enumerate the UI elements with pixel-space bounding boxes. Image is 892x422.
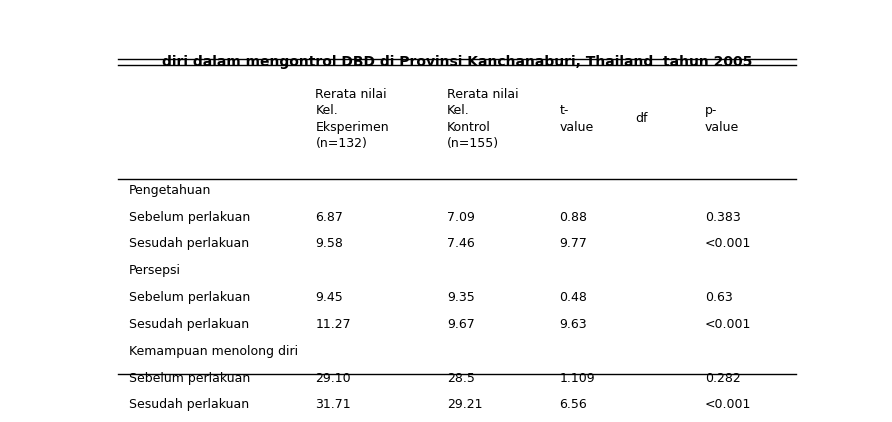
Text: Sebelum perlakuan: Sebelum perlakuan: [128, 371, 250, 384]
Text: 11.27: 11.27: [316, 318, 351, 331]
Text: 29.21: 29.21: [447, 398, 483, 411]
Text: 0.48: 0.48: [559, 291, 587, 304]
Text: <0.001: <0.001: [705, 318, 751, 331]
Text: 6.87: 6.87: [316, 211, 343, 224]
Text: 31.71: 31.71: [316, 398, 351, 411]
Text: Kemampuan menolong diri: Kemampuan menolong diri: [128, 345, 298, 358]
Text: diri dalam mengontrol DBD di Provinsi Kanchanaburi, Thailand  tahun 2005: diri dalam mengontrol DBD di Provinsi Ka…: [162, 55, 752, 69]
Text: 0.88: 0.88: [559, 211, 588, 224]
Text: 9.35: 9.35: [447, 291, 475, 304]
Text: Sesudah perlakuan: Sesudah perlakuan: [128, 238, 249, 251]
Text: Rerata nilai
Kel.
Kontrol
(n=155): Rerata nilai Kel. Kontrol (n=155): [447, 88, 518, 150]
Text: Sesudah perlakuan: Sesudah perlakuan: [128, 398, 249, 411]
Text: 9.67: 9.67: [447, 318, 475, 331]
Text: 0.383: 0.383: [705, 211, 740, 224]
Text: Sebelum perlakuan: Sebelum perlakuan: [128, 291, 250, 304]
Text: Rerata nilai
Kel.
Eksperimen
(n=132): Rerata nilai Kel. Eksperimen (n=132): [316, 88, 389, 150]
Text: df: df: [635, 112, 648, 125]
Text: Persepsi: Persepsi: [128, 264, 181, 277]
Text: 0.282: 0.282: [705, 371, 740, 384]
Text: Sesudah perlakuan: Sesudah perlakuan: [128, 318, 249, 331]
Text: 9.63: 9.63: [559, 318, 587, 331]
Text: 9.58: 9.58: [316, 238, 343, 251]
Text: 9.45: 9.45: [316, 291, 343, 304]
Text: Sebelum perlakuan: Sebelum perlakuan: [128, 211, 250, 224]
Text: 29.10: 29.10: [316, 371, 351, 384]
Text: 7.09: 7.09: [447, 211, 475, 224]
Text: 28.5: 28.5: [447, 371, 475, 384]
Text: 0.63: 0.63: [705, 291, 732, 304]
Text: Pengetahuan: Pengetahuan: [128, 184, 211, 197]
Text: <0.001: <0.001: [705, 398, 751, 411]
Text: 7.46: 7.46: [447, 238, 475, 251]
Text: 6.56: 6.56: [559, 398, 587, 411]
Text: 9.77: 9.77: [559, 238, 587, 251]
Text: t-
value: t- value: [559, 104, 594, 134]
Text: p-
value: p- value: [705, 104, 739, 134]
Text: <0.001: <0.001: [705, 238, 751, 251]
Text: 1.109: 1.109: [559, 371, 595, 384]
